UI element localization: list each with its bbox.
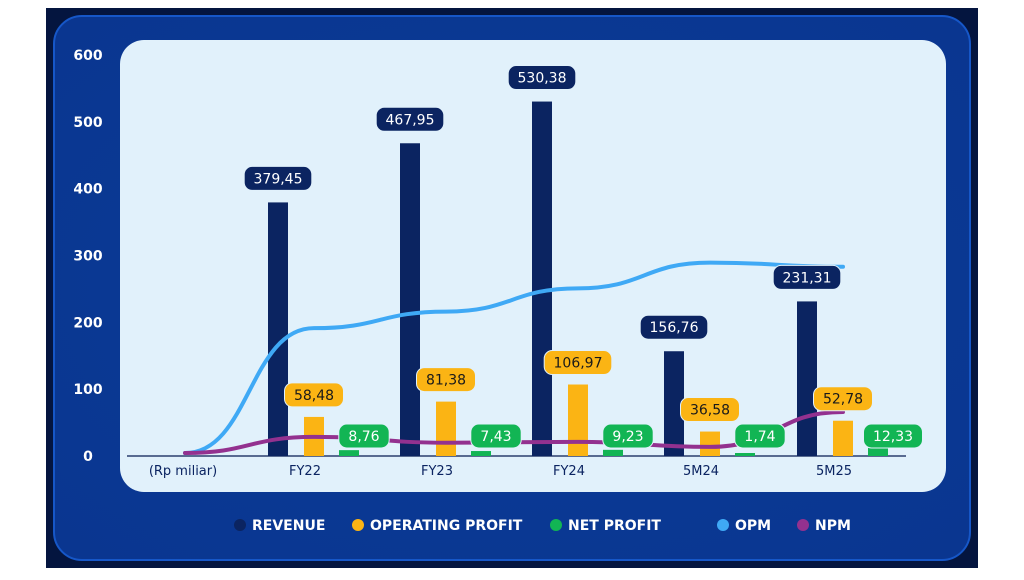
revenue-data-label: 231,31 [783,270,832,286]
net-profit-data-label: 8,76 [348,429,379,445]
revenue-bar [400,143,420,456]
legend-swatch-net-profit [550,519,562,531]
operating-profit-data-label: 58,48 [294,388,334,404]
operating-profit-data-label: 81,38 [426,373,466,389]
legend-label: NET PROFIT [568,518,661,534]
revenue-data-label: 467,95 [386,112,435,128]
net-profit-bar [471,451,491,456]
operating-profit-bar [436,402,456,456]
y-tick-label: 300 [73,249,102,265]
revenue-data-label: 379,45 [254,171,303,187]
legend-label: REVENUE [252,518,325,534]
x-tick-label: 5M25 [816,464,852,479]
net-profit-bar [868,448,888,456]
x-axis-label: (Rp miliar) [149,464,217,479]
y-tick-label: 600 [73,48,102,64]
legend-swatch-operating-profit [352,519,364,531]
operating-profit-data-label: 106,97 [554,356,603,372]
revenue-bar [268,202,288,456]
net-profit-data-label: 9,23 [612,429,643,445]
y-tick-label: 100 [73,382,102,398]
net-profit-bar [339,450,359,456]
legend-label: OPERATING PROFIT [370,518,523,534]
net-profit-data-label: 7,43 [480,429,511,445]
revenue-data-label: 530,38 [518,71,567,87]
operating-profit-bar [568,385,588,456]
net-profit-data-label: 12,33 [873,429,913,445]
y-tick-label: 0 [83,449,93,465]
legend-label: OPM [735,518,771,534]
operating-profit-data-label: 36,58 [690,403,730,419]
legend-swatch-revenue [234,519,246,531]
x-tick-label: FY24 [553,464,585,479]
revenue-bar [532,102,552,456]
operating-profit-data-label: 52,78 [823,392,863,408]
x-tick-label: FY23 [421,464,453,479]
revenue-data-label: 156,76 [650,320,699,336]
net-profit-bar [603,450,623,456]
legend-swatch-npm [797,519,809,531]
legend-label: NPM [815,518,851,534]
y-tick-label: 500 [73,115,102,131]
legend-swatch-opm [717,519,729,531]
operating-profit-bar [833,421,853,456]
y-tick-label: 200 [73,315,102,331]
x-tick-label: 5M24 [683,464,719,479]
revenue-bar [797,301,817,456]
net-profit-bar [735,453,755,456]
x-tick-label: FY22 [289,464,321,479]
operating-profit-bar [700,432,720,456]
net-profit-data-label: 1,74 [744,429,775,445]
y-tick-label: 400 [73,182,102,198]
